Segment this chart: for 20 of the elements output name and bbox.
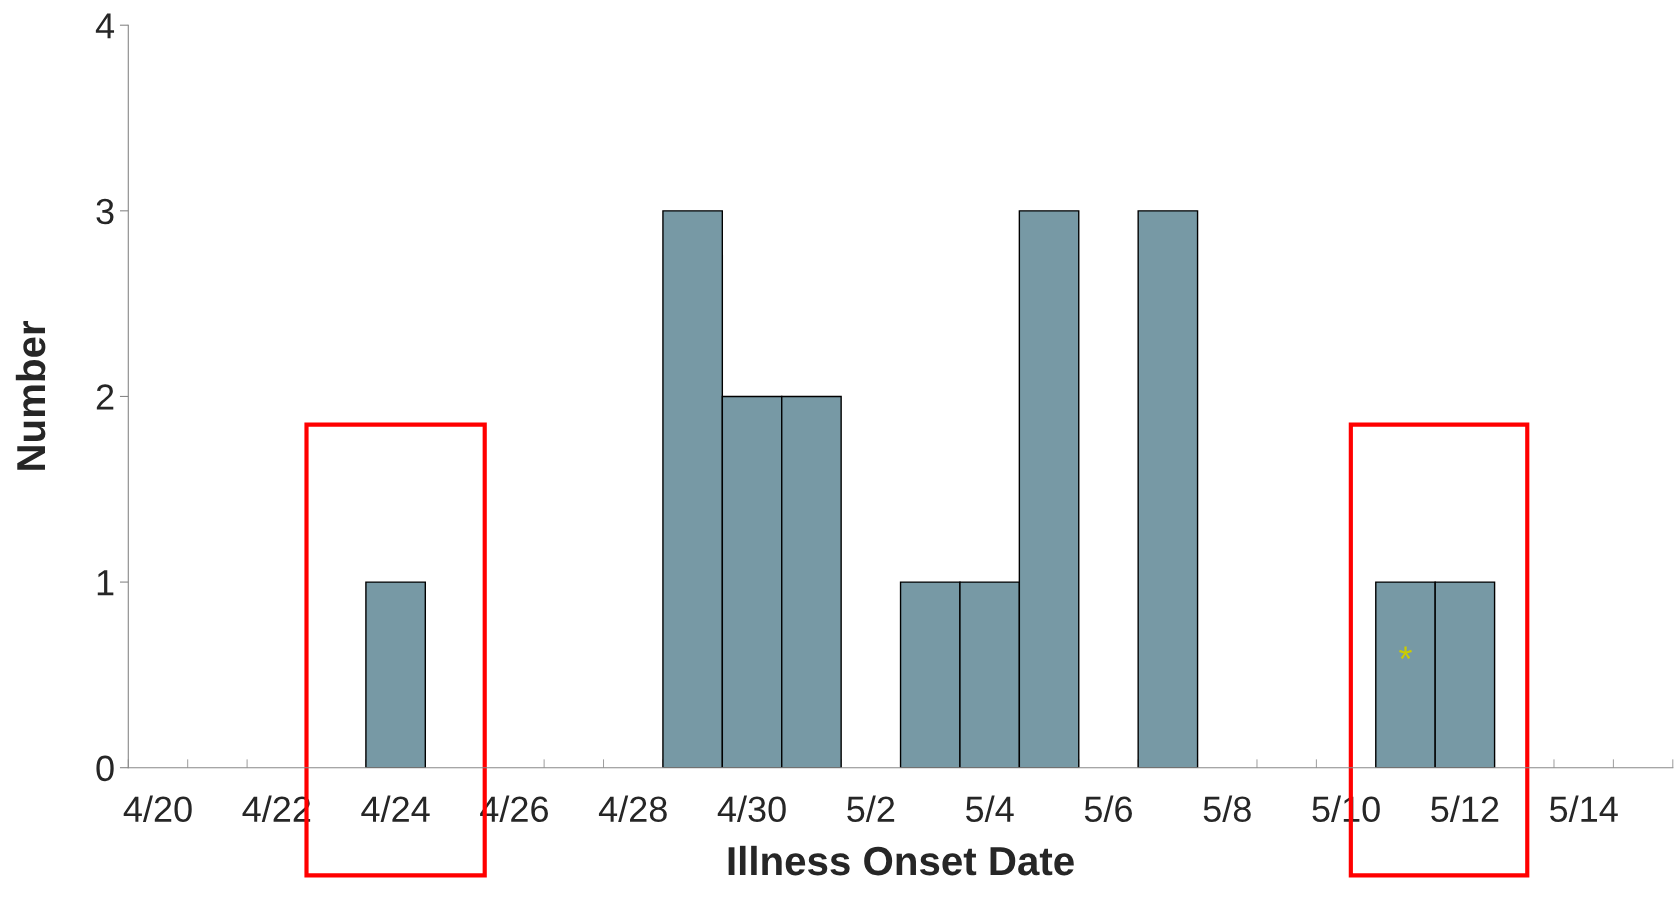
- x-tick-label: 5/6: [1084, 795, 1132, 822]
- x-tick-label: 5/2: [847, 795, 895, 822]
- x-tick-label: 4/30: [717, 795, 786, 822]
- y-tick-label: 1: [97, 570, 114, 596]
- x-tick-label: 4/20: [123, 795, 192, 822]
- annotation: *: [1399, 646, 1412, 660]
- x-tick-label: 4/24: [361, 795, 430, 822]
- y-tick-label: 2: [96, 384, 114, 410]
- x-tick-label: 5/8: [1203, 795, 1251, 822]
- y-tick-label: 3: [96, 198, 114, 225]
- y-axis-title: Number: [15, 320, 46, 470]
- x-tick-label: 5/14: [1550, 795, 1618, 822]
- y-tick-label: 0: [96, 755, 114, 782]
- x-tick-label: 4/28: [598, 795, 667, 822]
- bar: [1137, 210, 1199, 768]
- x-tick-label: 5/4: [966, 795, 1014, 822]
- x-axis-title: Illness Onset Date: [728, 845, 1074, 876]
- x-tick-label: 5/12: [1431, 795, 1499, 822]
- bar: [365, 581, 427, 768]
- y-tick-label: 4: [95, 13, 115, 39]
